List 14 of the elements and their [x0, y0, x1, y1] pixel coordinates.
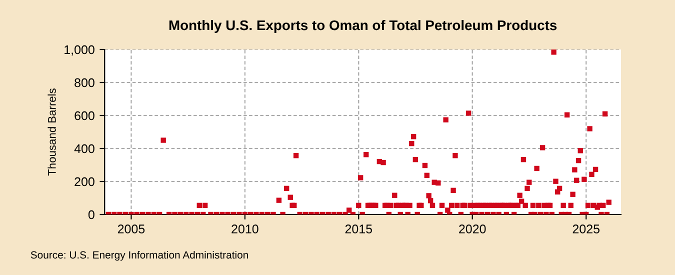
x-tick-label: 2025: [572, 224, 600, 234]
x-tick-label: 2010: [232, 224, 258, 234]
x-tick-label: 2020: [459, 224, 486, 234]
y-tick-label: 0: [88, 210, 94, 220]
x-tick-label: 2005: [118, 224, 145, 234]
y-tick-label: 1,000: [64, 45, 94, 56]
y-tick-label: 400: [74, 144, 94, 154]
source-note: Source: U.S. Energy Information Administration: [30, 250, 248, 261]
y-tick-label: 800: [74, 78, 94, 88]
chart-title: Monthly U.S. Exports to Oman of Total Petroleum Products: [169, 20, 557, 33]
y-tick-label: 200: [74, 177, 94, 186]
x-tick-label: 2015: [345, 224, 372, 234]
y-axis-title: Thousand Barrels: [48, 88, 56, 176]
y-tick-label: 600: [74, 111, 94, 120]
